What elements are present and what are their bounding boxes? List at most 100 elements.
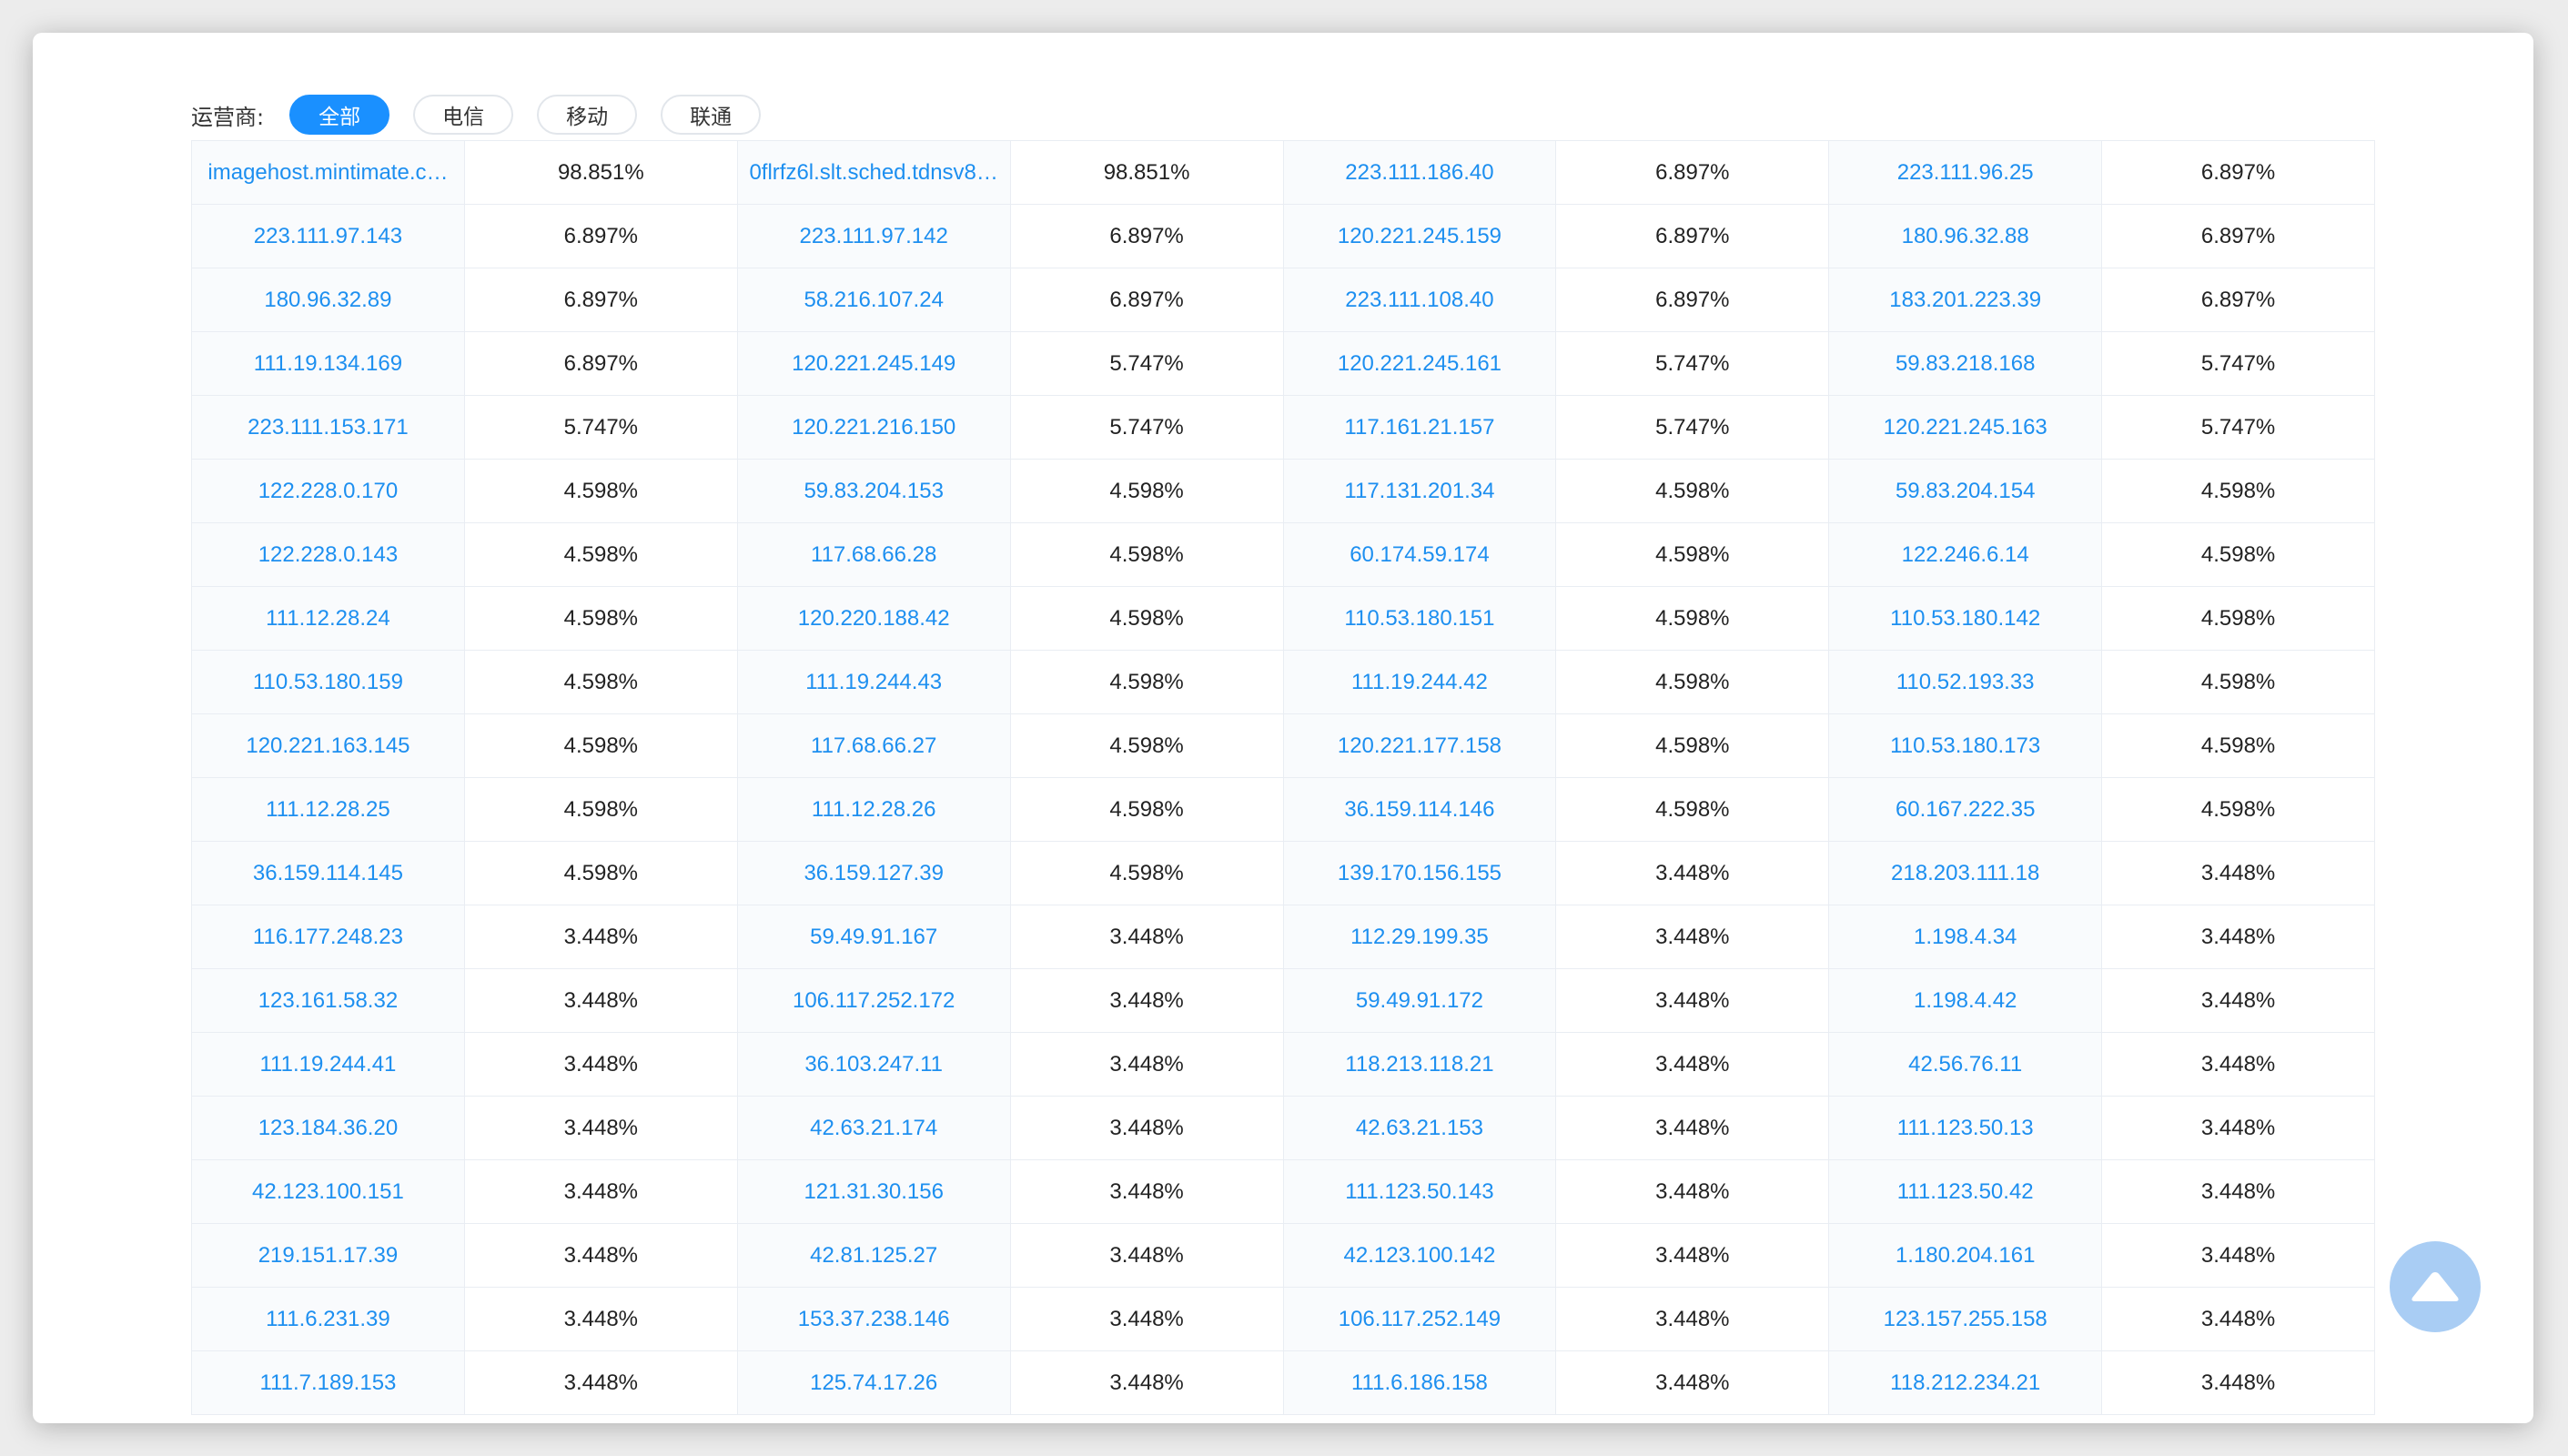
ip-link[interactable]: 0flrfz6l.slt.sched.tdnsv8… (736, 140, 1011, 205)
table-row: 42.123.100.151 3.448% 121.31.30.156 3.448% 1… (191, 1159, 2375, 1224)
ip-link[interactable]: 59.83.204.154 (1828, 459, 2103, 523)
ip-link[interactable]: 111.7.189.153 (191, 1350, 465, 1415)
ip-link[interactable]: imagehost.mintimate.c… (191, 140, 465, 205)
ip-link[interactable]: 120.221.177.158 (1282, 713, 1557, 778)
ip-link[interactable]: 120.221.245.163 (1828, 395, 2103, 460)
ip-link[interactable]: 153.37.238.146 (736, 1287, 1011, 1351)
ratio-value: 98.851% (1009, 140, 1284, 205)
ip-link[interactable]: 111.6.231.39 (191, 1287, 465, 1351)
ip-link[interactable]: 106.117.252.149 (1282, 1287, 1557, 1351)
ip-link[interactable]: 180.96.32.88 (1828, 204, 2103, 268)
ratio-value: 6.897% (2101, 268, 2375, 332)
ip-link[interactable]: 60.174.59.174 (1282, 522, 1557, 587)
ip-link[interactable]: 111.12.28.26 (736, 777, 1011, 842)
back-to-top-button[interactable] (2390, 1241, 2481, 1332)
ip-link[interactable]: 36.159.114.145 (191, 841, 465, 905)
ip-link[interactable]: 219.151.17.39 (191, 1223, 465, 1288)
ip-link[interactable]: 42.56.76.11 (1828, 1032, 2103, 1097)
table-row: imagehost.mintimate.c… 98.851% 0flrfz6l.sl… (191, 140, 2375, 205)
ip-link[interactable]: 59.83.218.168 (1828, 331, 2103, 396)
ip-link[interactable]: 117.131.201.34 (1282, 459, 1557, 523)
ip-link[interactable]: 36.159.127.39 (736, 841, 1011, 905)
ip-link[interactable]: 59.49.91.172 (1282, 968, 1557, 1033)
ip-link[interactable]: 36.103.247.11 (736, 1032, 1011, 1097)
ratio-value: 4.598% (1555, 713, 1830, 778)
ip-link[interactable]: 60.167.222.35 (1828, 777, 2103, 842)
ip-link[interactable]: 42.123.100.142 (1282, 1223, 1557, 1288)
ip-link[interactable]: 36.159.114.146 (1282, 777, 1557, 842)
ip-link[interactable]: 112.29.199.35 (1282, 905, 1557, 969)
ratio-value: 3.448% (1009, 1287, 1284, 1351)
ip-link[interactable]: 111.19.244.42 (1282, 650, 1557, 714)
ip-link[interactable]: 110.53.180.151 (1282, 586, 1557, 651)
ip-link[interactable]: 59.49.91.167 (736, 905, 1011, 969)
ip-link[interactable]: 110.53.180.159 (191, 650, 465, 714)
ratio-value: 4.598% (463, 522, 738, 587)
ip-link[interactable]: 111.6.186.158 (1282, 1350, 1557, 1415)
ip-link[interactable]: 139.170.156.155 (1282, 841, 1557, 905)
ip-link[interactable]: 117.161.21.157 (1282, 395, 1557, 460)
ip-link[interactable]: 120.221.245.149 (736, 331, 1011, 396)
ip-link[interactable]: 116.177.248.23 (191, 905, 465, 969)
filter-chip-all[interactable]: 全部 (289, 95, 390, 135)
ip-link[interactable]: 223.111.97.143 (191, 204, 465, 268)
ip-link[interactable]: 122.246.6.14 (1828, 522, 2103, 587)
ratio-value: 3.448% (2101, 905, 2375, 969)
ip-link[interactable]: 223.111.108.40 (1282, 268, 1557, 332)
ratio-value: 3.448% (1009, 968, 1284, 1033)
ip-link[interactable]: 123.161.58.32 (191, 968, 465, 1033)
table-row: 120.221.163.145 4.598% 117.68.66.27 4.598% 1… (191, 713, 2375, 778)
ip-link[interactable]: 183.201.223.39 (1828, 268, 2103, 332)
ip-link[interactable]: 120.221.245.161 (1282, 331, 1557, 396)
ip-link[interactable]: 218.203.111.18 (1828, 841, 2103, 905)
ip-link[interactable]: 122.228.0.170 (191, 459, 465, 523)
ip-link[interactable]: 123.157.255.158 (1828, 1287, 2103, 1351)
ip-link[interactable]: 122.228.0.143 (191, 522, 465, 587)
ip-link[interactable]: 123.184.36.20 (191, 1096, 465, 1160)
filter-chip-unicom[interactable]: 联通 (661, 95, 762, 135)
ip-link[interactable]: 120.221.163.145 (191, 713, 465, 778)
ip-link[interactable]: 111.12.28.24 (191, 586, 465, 651)
ip-link[interactable]: 223.111.97.142 (736, 204, 1011, 268)
ip-link[interactable]: 223.111.96.25 (1828, 140, 2103, 205)
ip-link[interactable]: 111.12.28.25 (191, 777, 465, 842)
table-row: 111.6.231.39 3.448% 153.37.238.146 3.448% 10… (191, 1287, 2375, 1351)
ip-link[interactable]: 223.111.153.171 (191, 395, 465, 460)
ip-link[interactable]: 111.19.244.43 (736, 650, 1011, 714)
ip-link[interactable]: 111.123.50.143 (1282, 1159, 1557, 1224)
ip-link[interactable]: 1.198.4.42 (1828, 968, 2103, 1033)
ip-link[interactable]: 42.63.21.153 (1282, 1096, 1557, 1160)
ip-link[interactable]: 118.213.118.21 (1282, 1032, 1557, 1097)
ratio-value: 4.598% (463, 713, 738, 778)
ip-link[interactable]: 111.19.134.169 (191, 331, 465, 396)
ip-link[interactable]: 106.117.252.172 (736, 968, 1011, 1033)
ip-link[interactable]: 120.220.188.42 (736, 586, 1011, 651)
ip-link[interactable]: 120.221.245.159 (1282, 204, 1557, 268)
app-window: 运营商: 全部 电信 移动 联通 imagehost.mintimate.c… 9… (33, 33, 2533, 1423)
ip-link[interactable]: 58.216.107.24 (736, 268, 1011, 332)
ip-link[interactable]: 117.68.66.27 (736, 713, 1011, 778)
filter-chip-mobile[interactable]: 移动 (537, 95, 638, 135)
ip-link[interactable]: 118.212.234.21 (1828, 1350, 2103, 1415)
ip-link[interactable]: 110.52.193.33 (1828, 650, 2103, 714)
ip-link[interactable]: 111.123.50.13 (1828, 1096, 2103, 1160)
ip-link[interactable]: 42.123.100.151 (191, 1159, 465, 1224)
ip-link[interactable]: 59.83.204.153 (736, 459, 1011, 523)
filter-chip-telecom[interactable]: 电信 (413, 95, 514, 135)
ip-link[interactable]: 1.198.4.34 (1828, 905, 2103, 969)
ip-link[interactable]: 1.180.204.161 (1828, 1223, 2103, 1288)
ip-link[interactable]: 42.63.21.174 (736, 1096, 1011, 1160)
ratio-value: 6.897% (1009, 204, 1284, 268)
ip-link[interactable]: 110.53.180.173 (1828, 713, 2103, 778)
ip-link[interactable]: 121.31.30.156 (736, 1159, 1011, 1224)
ip-link[interactable]: 117.68.66.28 (736, 522, 1011, 587)
ip-link[interactable]: 111.19.244.41 (191, 1032, 465, 1097)
ip-link[interactable]: 42.81.125.27 (736, 1223, 1011, 1288)
ip-link[interactable]: 120.221.216.150 (736, 395, 1011, 460)
ip-link[interactable]: 125.74.17.26 (736, 1350, 1011, 1415)
ratio-value: 3.448% (1009, 905, 1284, 969)
ip-link[interactable]: 110.53.180.142 (1828, 586, 2103, 651)
ip-link[interactable]: 223.111.186.40 (1282, 140, 1557, 205)
ip-link[interactable]: 111.123.50.42 (1828, 1159, 2103, 1224)
ip-link[interactable]: 180.96.32.89 (191, 268, 465, 332)
